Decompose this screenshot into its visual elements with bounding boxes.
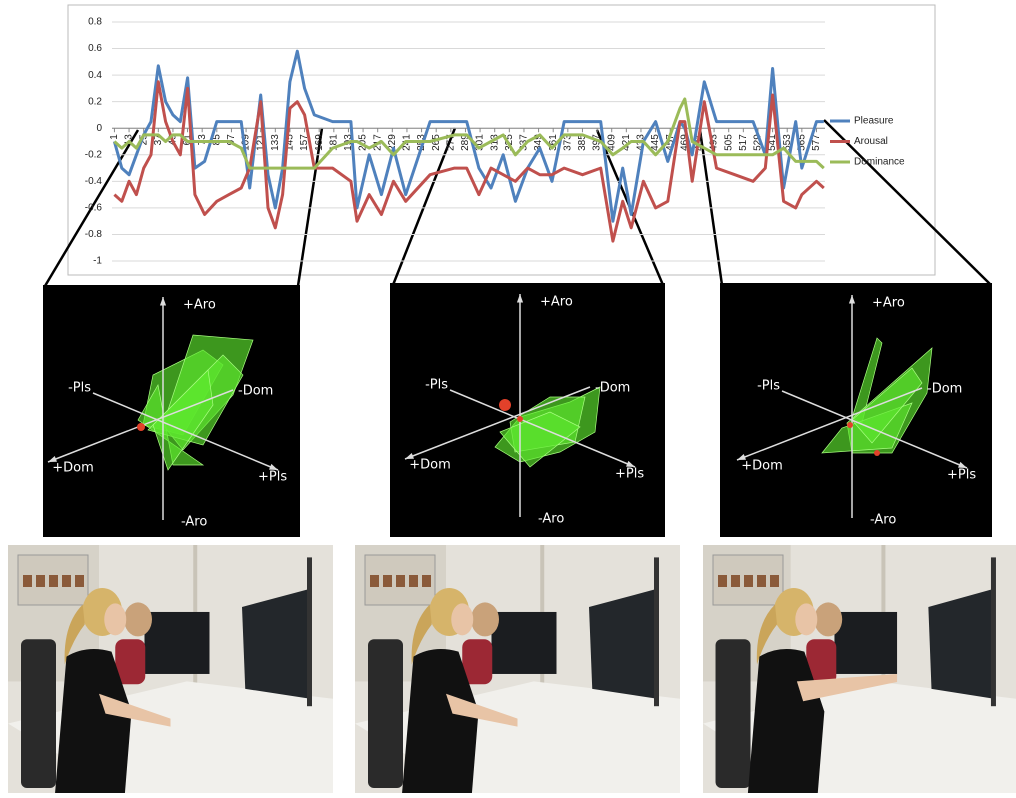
x-tick-label: 73	[197, 134, 208, 146]
y-tick-label: -0.2	[85, 149, 103, 160]
poster-photo	[422, 575, 431, 587]
y-tick-label: -1	[93, 256, 102, 267]
monitor	[589, 590, 657, 699]
poster-photo	[744, 575, 753, 587]
person-back-head	[471, 602, 499, 636]
y-tick-label: -0.4	[85, 176, 103, 187]
person-face	[104, 603, 126, 635]
photo	[703, 545, 1016, 793]
axis-label: +Aro	[183, 298, 216, 313]
monitor	[928, 590, 994, 699]
current-state	[499, 399, 511, 411]
poster-photo	[370, 575, 379, 587]
poster-photo	[757, 575, 766, 587]
x-tick-label: 169	[314, 134, 325, 151]
poster-photo	[36, 575, 45, 587]
poster-photo	[396, 575, 405, 587]
current-state	[847, 422, 853, 428]
axis-label: +Aro	[872, 296, 905, 311]
y-tick-label: 0.6	[88, 43, 102, 54]
y-tick-label: 0.8	[88, 17, 102, 28]
axis-label: -Dom	[927, 382, 962, 397]
poster-photo	[383, 575, 392, 587]
y-tick-label: -0.6	[85, 203, 103, 214]
tripod	[307, 557, 312, 706]
chair	[716, 639, 751, 788]
axis-label: -Aro	[870, 513, 896, 528]
axis-label: +Pls	[258, 470, 287, 485]
y-tick-label: 0.4	[88, 70, 102, 81]
legend-label: Dominance	[854, 157, 905, 168]
panel-background	[390, 283, 665, 537]
photo	[8, 545, 333, 793]
axis-label: -Aro	[181, 515, 207, 530]
x-tick-label: 517	[738, 134, 749, 151]
y-tick-label: -0.8	[85, 229, 103, 240]
y-tick-label: 0	[96, 123, 102, 134]
poster-photo	[770, 575, 779, 587]
poster-photo	[49, 575, 58, 587]
axis-label: -Dom	[595, 381, 630, 396]
person-face	[795, 603, 817, 635]
chair	[21, 639, 56, 788]
x-tick-label: 1	[109, 134, 120, 140]
tripod	[991, 557, 996, 706]
legend-label: Pleasure	[854, 116, 894, 127]
y-tick-label: 0.2	[88, 96, 102, 107]
axis-label: -Pls	[757, 379, 780, 394]
poster-photo	[75, 575, 84, 587]
monitor-back	[492, 612, 557, 674]
poster-photo	[62, 575, 71, 587]
poster-photo	[718, 575, 727, 587]
person-back-head	[814, 602, 842, 636]
photo	[355, 545, 680, 793]
poster-photo	[23, 575, 32, 587]
x-tick-label: 133	[270, 134, 281, 151]
legend-label: Arousal	[854, 136, 888, 147]
poster-photo	[409, 575, 418, 587]
monitor-back	[834, 612, 897, 674]
emotion-panels: +Aro -Aro -Pls +Pls +Dom -Dom +Aro -Aro -Pls +Pls…	[43, 283, 992, 537]
axis-label: -Pls	[425, 378, 448, 393]
axis-label: -Pls	[68, 381, 91, 396]
axis-label: +Aro	[540, 295, 573, 310]
monitor-back	[145, 612, 210, 674]
person-back-head	[124, 602, 152, 636]
axis-label: +Dom	[52, 461, 94, 476]
axis-label: +Dom	[741, 459, 783, 474]
photos	[8, 545, 1016, 793]
x-tick-label: 505	[723, 134, 734, 151]
axis-label: +Pls	[615, 467, 644, 482]
current-state	[517, 416, 523, 422]
axis-label: +Dom	[409, 458, 451, 473]
axis-label: -Dom	[238, 384, 273, 399]
monitor	[242, 590, 310, 699]
person-face	[451, 603, 473, 635]
figure: 0.80.60.40.20-0.2-0.4-0.6-0.8-1113253749…	[0, 0, 1016, 793]
axis-label: -Aro	[538, 512, 564, 527]
poster-photo	[731, 575, 740, 587]
axis-label: +Pls	[947, 468, 976, 483]
current-state	[874, 450, 880, 456]
current-state	[137, 423, 145, 431]
tripod	[654, 557, 659, 706]
chair	[368, 639, 403, 788]
